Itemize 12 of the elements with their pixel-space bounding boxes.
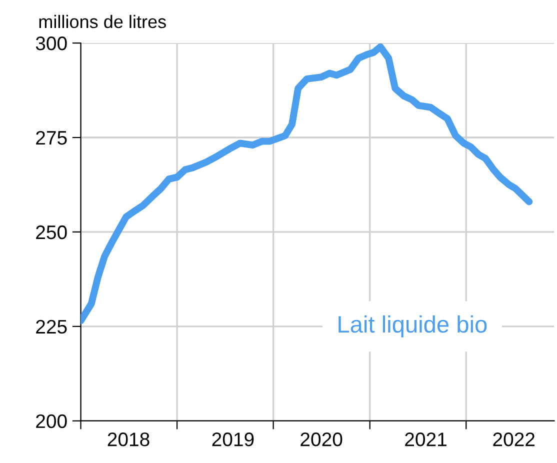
x-tick-label: 2021 — [405, 432, 446, 446]
x-tick-label: 2018 — [108, 432, 150, 446]
x-tick-label: 2022 — [493, 432, 535, 446]
y-tick-label: 300 — [36, 36, 67, 50]
y-axis-title: millions de litres — [39, 14, 166, 28]
annotation: Lait liquide bio — [338, 315, 487, 338]
y-tick-label: 200 — [36, 414, 67, 428]
x-tick-label: 2019 — [212, 432, 254, 446]
y-tick-label: 275 — [36, 130, 67, 145]
x-tick-label: 2020 — [300, 432, 342, 446]
y-tick-label: 250 — [36, 225, 67, 240]
y-tick-label: 225 — [36, 320, 67, 334]
